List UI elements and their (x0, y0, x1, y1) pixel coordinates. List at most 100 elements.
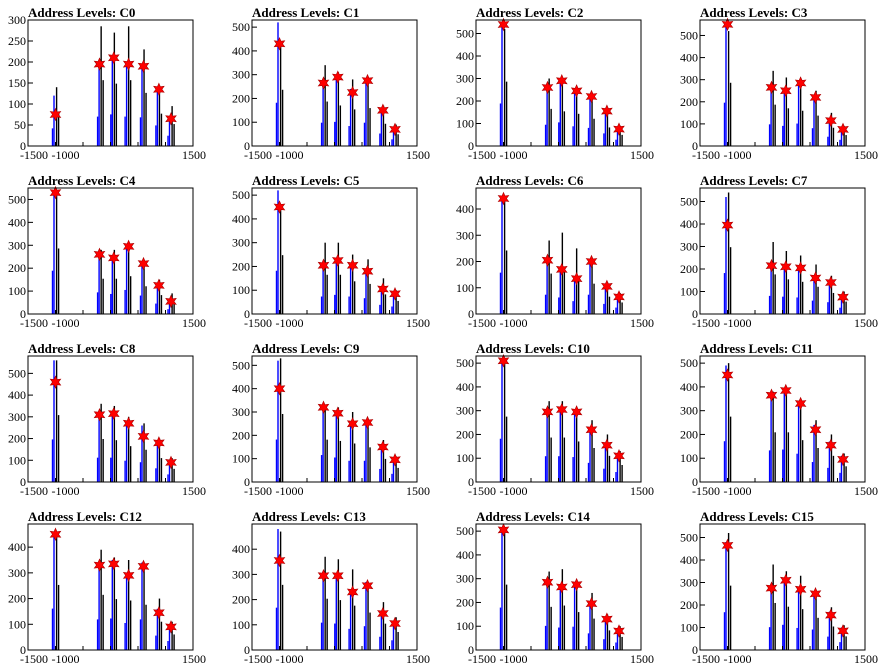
marker-star-3 (794, 396, 807, 411)
x-tick-label: -1000 (52, 484, 80, 498)
y-tick-label: 200 (8, 261, 26, 275)
y-tick-label: 400 (680, 553, 698, 567)
marker-star-1 (93, 247, 106, 262)
marker-star-5 (377, 282, 389, 296)
x-tick-label: -1000 (500, 148, 528, 162)
x-tick-label: -1000 (52, 652, 80, 666)
chart-panel-13: Address Levels: C13 0 100 200 300 400 -1500 -10… (232, 509, 430, 666)
marker-star-0 (721, 218, 734, 232)
x-tick-label: -1500 (20, 316, 48, 330)
chart-title: Address Levels: C8 (28, 341, 136, 356)
marker-star-3 (346, 585, 359, 599)
marker-star-6 (389, 287, 401, 301)
y-tick-label: 400 (8, 388, 26, 402)
y-tick-label: 100 (680, 117, 698, 131)
marker-star-1 (317, 568, 330, 583)
marker-star-2 (779, 83, 792, 98)
x-tick-label: -1500 (244, 652, 272, 666)
y-tick-label: 500 (680, 195, 698, 209)
marker-star-4 (809, 271, 822, 285)
chart-panel-7: Address Levels: C7 0 100 200 300 400 500 -1500-… (680, 173, 878, 330)
marker-star-0 (273, 200, 286, 214)
marker-star-1 (765, 80, 778, 95)
marker-star-3 (122, 568, 135, 583)
marker-star-2 (331, 406, 344, 420)
x-tick-label: -1500 (468, 652, 496, 666)
chart-panel-15: Address Levels: C15 0 100 200 300 400 500 -1500… (680, 509, 878, 666)
x-tick-label: 1500 (854, 148, 878, 162)
y-tick-label: 400 (8, 540, 26, 554)
chart-title: Address Levels: C14 (476, 509, 590, 524)
y-tick-label: 0 (468, 139, 474, 153)
chart-title: Address Levels: C2 (476, 5, 583, 20)
marker-star-6 (837, 452, 849, 467)
marker-star-5 (825, 275, 837, 290)
chart-title: Address Levels: C6 (476, 173, 584, 188)
marker-star-5 (377, 606, 389, 621)
y-tick-label: 0 (20, 475, 26, 489)
marker-star-3 (346, 416, 359, 431)
chart-title: Address Levels: C3 (700, 5, 808, 20)
y-tick-label: 100 (232, 618, 250, 632)
x-tick-label: -1000 (500, 484, 528, 498)
y-tick-label: 100 (456, 619, 474, 633)
y-tick-label: 50 (14, 118, 26, 132)
x-tick-label: -1000 (724, 652, 752, 666)
y-tick-label: 200 (232, 428, 250, 442)
marker-star-5 (601, 438, 613, 452)
marker-star-3 (346, 258, 359, 273)
marker-star-6 (389, 453, 401, 467)
x-tick-label: -1000 (500, 316, 528, 330)
chart-panel-14: Address Levels: C14 0 100 200 300 400 500 -1500… (456, 509, 654, 666)
marker-star-4 (137, 256, 150, 271)
y-tick-label: 150 (8, 76, 26, 90)
marker-star-1 (765, 388, 778, 402)
marker-star-0 (497, 17, 510, 32)
y-tick-label: 400 (232, 212, 250, 226)
y-tick-label: 400 (232, 542, 250, 556)
marker-star-4 (361, 415, 374, 430)
marker-star-6 (837, 122, 849, 137)
x-tick-label: 1500 (406, 148, 430, 162)
marker-star-0 (497, 191, 510, 206)
x-tick-label: -1000 (52, 148, 80, 162)
y-tick-label: 300 (456, 228, 474, 242)
marker-star-1 (541, 405, 554, 419)
y-tick-label: 200 (8, 592, 26, 606)
y-tick-label: 400 (680, 217, 698, 231)
x-tick-label: -1000 (276, 148, 304, 162)
chart-title: Address Levels: C13 (252, 509, 366, 524)
y-tick-label: 300 (456, 404, 474, 418)
x-tick-label: 1500 (630, 484, 654, 498)
marker-star-2 (331, 253, 344, 268)
chart-panel-3: Address Levels: C3 0 100 200 300 400 500 -1500-… (680, 5, 878, 162)
marker-star-4 (361, 264, 374, 278)
marker-star-2 (331, 70, 344, 84)
marker-star-2 (555, 580, 568, 594)
marker-star-5 (153, 436, 165, 450)
x-tick-label: 1500 (630, 652, 654, 666)
marker-star-0 (49, 527, 62, 542)
marker-star-1 (541, 575, 554, 589)
chart-title: Address Levels: C11 (700, 341, 813, 356)
chart-title: Address Levels: C15 (700, 509, 814, 524)
chart-title: Address Levels: C12 (28, 509, 142, 524)
y-tick-label: 200 (456, 255, 474, 269)
marker-star-4 (137, 59, 150, 73)
marker-star-5 (825, 438, 837, 452)
marker-star-0 (273, 37, 286, 51)
y-tick-label: 500 (680, 531, 698, 545)
y-tick-label: 200 (8, 432, 26, 446)
x-tick-label: 1500 (182, 484, 206, 498)
marker-star-1 (317, 76, 330, 90)
x-tick-label: -1500 (20, 484, 48, 498)
marker-star-1 (317, 400, 330, 415)
y-tick-label: 100 (232, 452, 250, 466)
marker-star-3 (122, 416, 135, 431)
chart-panel-2: Address Levels: C2 0 100 200 300 400 500 -1500-… (456, 5, 654, 162)
marker-star-3 (122, 57, 135, 71)
x-tick-label: 1500 (854, 316, 878, 330)
marker-star-5 (825, 113, 837, 128)
y-tick-label: 200 (680, 262, 698, 276)
x-tick-label: -1000 (724, 316, 752, 330)
